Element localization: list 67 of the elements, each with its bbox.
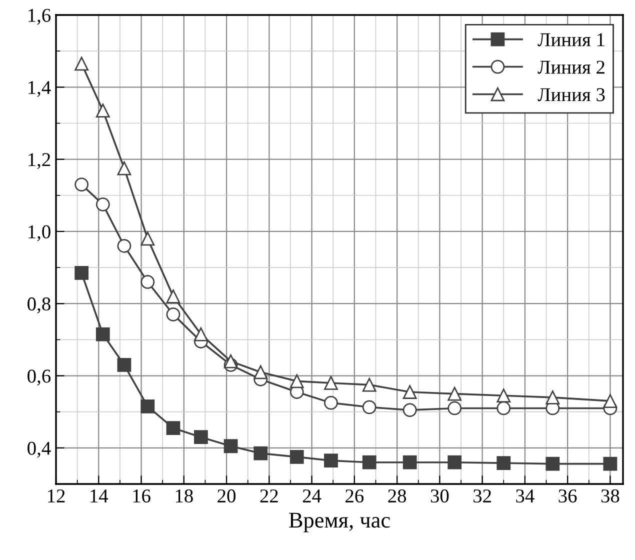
x-tick-label: 20 <box>218 489 236 503</box>
point <box>117 358 132 372</box>
x-axis-title: Время, час <box>289 512 390 532</box>
point <box>117 238 132 253</box>
point <box>74 56 89 71</box>
point <box>402 385 417 399</box>
x-tick-label: 16 <box>133 489 150 503</box>
point <box>96 104 110 118</box>
point <box>496 456 511 470</box>
point <box>324 396 338 410</box>
point <box>290 374 304 388</box>
legend-label: Линия 2 <box>538 60 604 74</box>
point <box>140 275 155 289</box>
point <box>448 386 462 401</box>
x-tick-label: 36 <box>558 489 577 503</box>
point <box>117 161 132 176</box>
point <box>74 266 89 280</box>
x-tick-label: 18 <box>176 489 193 503</box>
point <box>362 455 376 470</box>
y-tick-label: 0,4 <box>28 442 51 458</box>
x-tick-label: 32 <box>474 489 491 503</box>
y-tick-label: 1,2 <box>28 153 50 170</box>
point <box>402 403 417 417</box>
point <box>324 376 338 390</box>
x-tick-label: 22 <box>260 489 278 502</box>
point <box>166 421 180 436</box>
point <box>224 439 238 454</box>
y-tick-label: 0,6 <box>28 370 51 386</box>
point <box>603 394 618 408</box>
point <box>194 430 208 444</box>
y-tick-label: 1,0 <box>28 225 50 242</box>
point <box>603 456 618 471</box>
point <box>324 454 338 468</box>
point <box>166 289 180 304</box>
point <box>448 455 462 470</box>
y-tick-label: 1,6 <box>28 8 51 25</box>
point <box>74 178 89 192</box>
point <box>254 365 268 380</box>
point <box>96 327 110 342</box>
point <box>254 446 268 460</box>
x-tick-label: 34 <box>516 489 534 503</box>
legend-label: Линия 1 <box>538 33 604 46</box>
x-tick-label: 28 <box>388 489 406 503</box>
point <box>140 232 155 246</box>
point <box>224 354 238 368</box>
x-tick-label: 12 <box>48 489 65 502</box>
y-tick-label: 1,4 <box>28 81 51 97</box>
point <box>546 456 560 471</box>
x-tick-label: 24 <box>302 489 322 502</box>
x-tick-label: 30 <box>430 489 449 503</box>
x-tick-label: 26 <box>346 489 364 503</box>
point <box>496 401 511 416</box>
point <box>362 400 376 414</box>
y-tick-label: 0,8 <box>28 297 50 314</box>
point <box>448 401 462 416</box>
point <box>140 399 155 414</box>
point <box>194 327 208 342</box>
point <box>96 197 110 212</box>
x-tick-label: 14 <box>90 490 108 502</box>
point <box>546 390 560 404</box>
point <box>362 378 376 392</box>
point <box>402 455 417 470</box>
point <box>496 388 511 403</box>
point <box>166 307 180 322</box>
legend-label: Линия 3 <box>538 88 605 102</box>
point <box>290 450 304 464</box>
x-tick-label: 38 <box>601 489 620 503</box>
